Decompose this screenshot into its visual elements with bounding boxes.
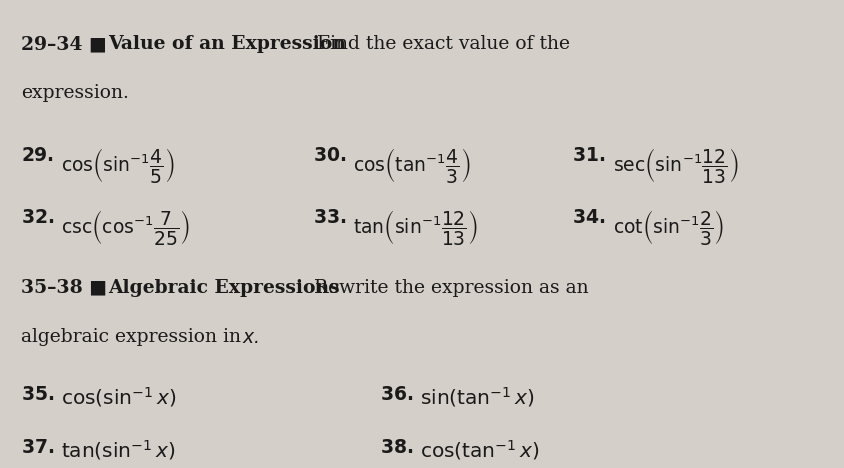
Text: 29–34 ■: 29–34 ■ bbox=[21, 35, 113, 53]
Text: Find the exact value of the: Find the exact value of the bbox=[305, 35, 570, 53]
Text: $\cos(\sin^{-1}x)$: $\cos(\sin^{-1}x)$ bbox=[61, 385, 176, 409]
Text: 35–38 ■: 35–38 ■ bbox=[21, 279, 113, 297]
Text: $\csc\!\left(\cos^{-1}\!\dfrac{7}{25}\right)$: $\csc\!\left(\cos^{-1}\!\dfrac{7}{25}\ri… bbox=[61, 208, 190, 247]
Text: $\mathbf{34.}$: $\mathbf{34.}$ bbox=[572, 208, 606, 227]
Text: $\mathbf{38.}$: $\mathbf{38.}$ bbox=[380, 438, 414, 457]
Text: $\tan\!\left(\sin^{-1}\!\dfrac{12}{13}\right)$: $\tan\!\left(\sin^{-1}\!\dfrac{12}{13}\r… bbox=[354, 208, 479, 247]
Text: expression.: expression. bbox=[21, 84, 129, 102]
Text: $\sec\!\left(\sin^{-1}\!\dfrac{12}{13}\right)$: $\sec\!\left(\sin^{-1}\!\dfrac{12}{13}\r… bbox=[613, 146, 738, 185]
Text: Algebraic Expressions: Algebraic Expressions bbox=[109, 279, 340, 297]
Text: $\cos\!\left(\sin^{-1}\!\dfrac{4}{5}\right)$: $\cos\!\left(\sin^{-1}\!\dfrac{4}{5}\rig… bbox=[61, 146, 175, 185]
Text: $\tan(\sin^{-1}x)$: $\tan(\sin^{-1}x)$ bbox=[61, 438, 176, 462]
Text: $\mathbf{37.}$: $\mathbf{37.}$ bbox=[21, 438, 54, 457]
Text: $\mathbf{36.}$: $\mathbf{36.}$ bbox=[380, 385, 414, 404]
Text: $x$.: $x$. bbox=[242, 328, 259, 346]
Text: $\mathbf{29.}$: $\mathbf{29.}$ bbox=[21, 146, 54, 165]
Text: Value of an Expression: Value of an Expression bbox=[109, 35, 347, 53]
Text: $\sin(\tan^{-1}x)$: $\sin(\tan^{-1}x)$ bbox=[420, 385, 535, 409]
Text: $\mathbf{32.}$: $\mathbf{32.}$ bbox=[21, 208, 54, 227]
Text: $\cos\!\left(\tan^{-1}\!\dfrac{4}{3}\right)$: $\cos\!\left(\tan^{-1}\!\dfrac{4}{3}\rig… bbox=[354, 146, 471, 185]
Text: $\mathbf{31.}$: $\mathbf{31.}$ bbox=[572, 146, 606, 165]
Text: $\cos(\tan^{-1}x)$: $\cos(\tan^{-1}x)$ bbox=[420, 438, 540, 462]
Text: $\mathbf{30.}$: $\mathbf{30.}$ bbox=[313, 146, 347, 165]
Text: Rewrite the expression as an: Rewrite the expression as an bbox=[302, 279, 589, 297]
Text: algebraic expression in: algebraic expression in bbox=[21, 328, 247, 345]
Text: $\cot\!\left(\sin^{-1}\!\dfrac{2}{3}\right)$: $\cot\!\left(\sin^{-1}\!\dfrac{2}{3}\rig… bbox=[613, 208, 723, 247]
Text: $\mathbf{33.}$: $\mathbf{33.}$ bbox=[313, 208, 347, 227]
Text: $\mathbf{35.}$: $\mathbf{35.}$ bbox=[21, 385, 54, 404]
